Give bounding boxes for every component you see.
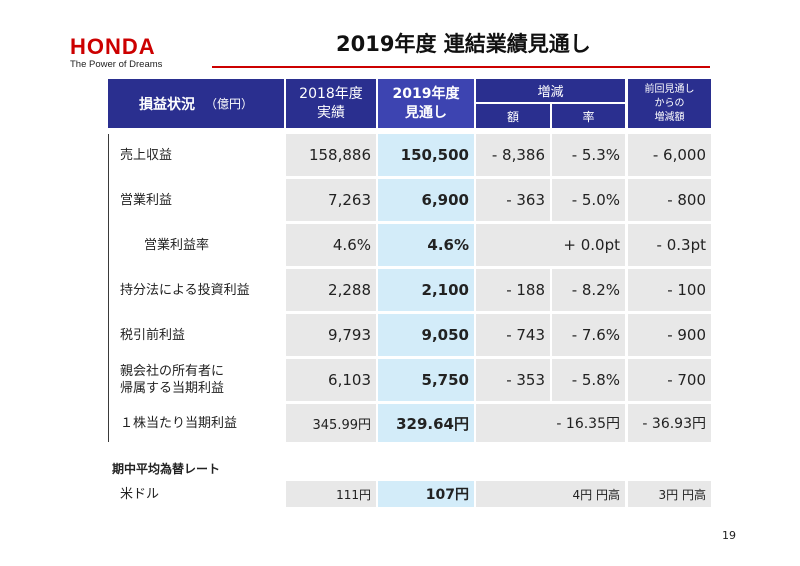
- honda-logo: HONDA The Power of Dreams: [70, 34, 180, 71]
- header-vs-prev-line1: 前回見通し: [644, 83, 695, 95]
- fx-usd-2019: 107円: [378, 481, 474, 507]
- net-profit-label-line2: 帰属する当期利益: [120, 381, 225, 396]
- eps-2018: 345.99円: [286, 404, 376, 442]
- fx-usd-change: 4円 円高: [476, 481, 625, 507]
- net-profit-label-line1: 親会社の所有者に: [120, 364, 225, 379]
- equity-income-2018: 2,288: [286, 269, 376, 311]
- header-change-rate-label: 率: [582, 109, 595, 124]
- header-change-amount: 額: [476, 104, 550, 128]
- net-profit-change-rate: - 5.8%: [552, 359, 625, 401]
- page-number: 19: [722, 529, 736, 542]
- operating-profit-2019: 6,900: [378, 179, 474, 221]
- eps-2019: 329.64円: [378, 404, 474, 442]
- net-profit-vs-prev: - 700: [628, 359, 711, 401]
- row-label-net-profit: 親会社の所有者に 帰属する当期利益: [108, 359, 284, 401]
- equity-income-change-amount: - 188: [476, 269, 550, 311]
- net-profit-2018: 6,103: [286, 359, 376, 401]
- fx-usd-2018: 111円: [286, 481, 376, 507]
- operating-margin-vs-prev: - 0.3pt: [628, 224, 711, 266]
- header-change-label: 増減: [537, 85, 564, 100]
- net-profit-change-amount: - 353: [476, 359, 550, 401]
- fx-label-usd: 米ドル: [120, 486, 160, 502]
- header-unit: （億円）: [204, 97, 253, 111]
- row-label-operating-margin: 営業利益率: [108, 224, 284, 266]
- honda-wordmark: HONDA: [70, 34, 156, 59]
- operating-margin-change: + 0.0pt: [476, 224, 625, 266]
- equity-income-vs-prev: - 100: [628, 269, 711, 311]
- header-2018-line1: 2018年度: [299, 85, 363, 102]
- eps-change: - 16.35円: [476, 404, 625, 442]
- row-label-operating-profit: 営業利益: [108, 179, 284, 221]
- header-vs-prev-line3: 増減額: [654, 111, 685, 123]
- header-item-label: 損益状況: [138, 96, 195, 113]
- operating-profit-change-rate: - 5.0%: [552, 179, 625, 221]
- header-2019: 2019年度 見通し: [378, 79, 474, 128]
- eps-vs-prev: - 36.93円: [628, 404, 711, 442]
- title-underline: [212, 66, 710, 68]
- pretax-profit-vs-prev: - 900: [628, 314, 711, 356]
- header-vs-prev-line2: からの: [654, 97, 685, 109]
- pretax-profit-change-amount: - 743: [476, 314, 550, 356]
- header-change-group: 増減: [476, 79, 625, 102]
- revenue-2019: 150,500: [378, 134, 474, 176]
- equity-income-change-rate: - 8.2%: [552, 269, 625, 311]
- operating-profit-vs-prev: - 800: [628, 179, 711, 221]
- revenue-change-amount: - 8,386: [476, 134, 550, 176]
- page-title: 2019年度 連結業績見通し: [336, 32, 591, 56]
- operating-profit-2018: 7,263: [286, 179, 376, 221]
- row-label-revenue: 売上収益: [108, 134, 284, 176]
- pretax-profit-2018: 9,793: [286, 314, 376, 356]
- net-profit-2019: 5,750: [378, 359, 474, 401]
- fx-section-title: 期中平均為替レート: [112, 462, 221, 476]
- header-change-amount-label: 額: [506, 109, 519, 124]
- operating-profit-change-amount: - 363: [476, 179, 550, 221]
- equity-income-2019: 2,100: [378, 269, 474, 311]
- revenue-change-rate: - 5.3%: [552, 134, 625, 176]
- header-2019-line2: 見通し: [405, 104, 447, 121]
- honda-tagline: The Power of Dreams: [70, 59, 163, 70]
- operating-margin-2018: 4.6%: [286, 224, 376, 266]
- header-vs-prev: 前回見通し からの 増減額: [628, 79, 711, 128]
- operating-margin-2019: 4.6%: [378, 224, 474, 266]
- row-label-pretax-profit: 税引前利益: [108, 314, 284, 356]
- header-2018: 2018年度 実績: [286, 79, 376, 128]
- header-change-rate: 率: [552, 104, 625, 128]
- header-item: 損益状況 （億円）: [108, 79, 284, 128]
- header-2019-line1: 2019年度: [392, 85, 460, 102]
- revenue-vs-prev: - 6,000: [628, 134, 711, 176]
- pretax-profit-2019: 9,050: [378, 314, 474, 356]
- header-2018-line2: 実績: [317, 104, 345, 121]
- label-column-line: [108, 134, 109, 442]
- fx-usd-vs-prev: 3円 円高: [628, 481, 711, 507]
- row-label-eps: １株当たり当期利益: [108, 404, 284, 442]
- pretax-profit-change-rate: - 7.6%: [552, 314, 625, 356]
- row-label-equity-income: 持分法による投資利益: [108, 269, 284, 311]
- revenue-2018: 158,886: [286, 134, 376, 176]
